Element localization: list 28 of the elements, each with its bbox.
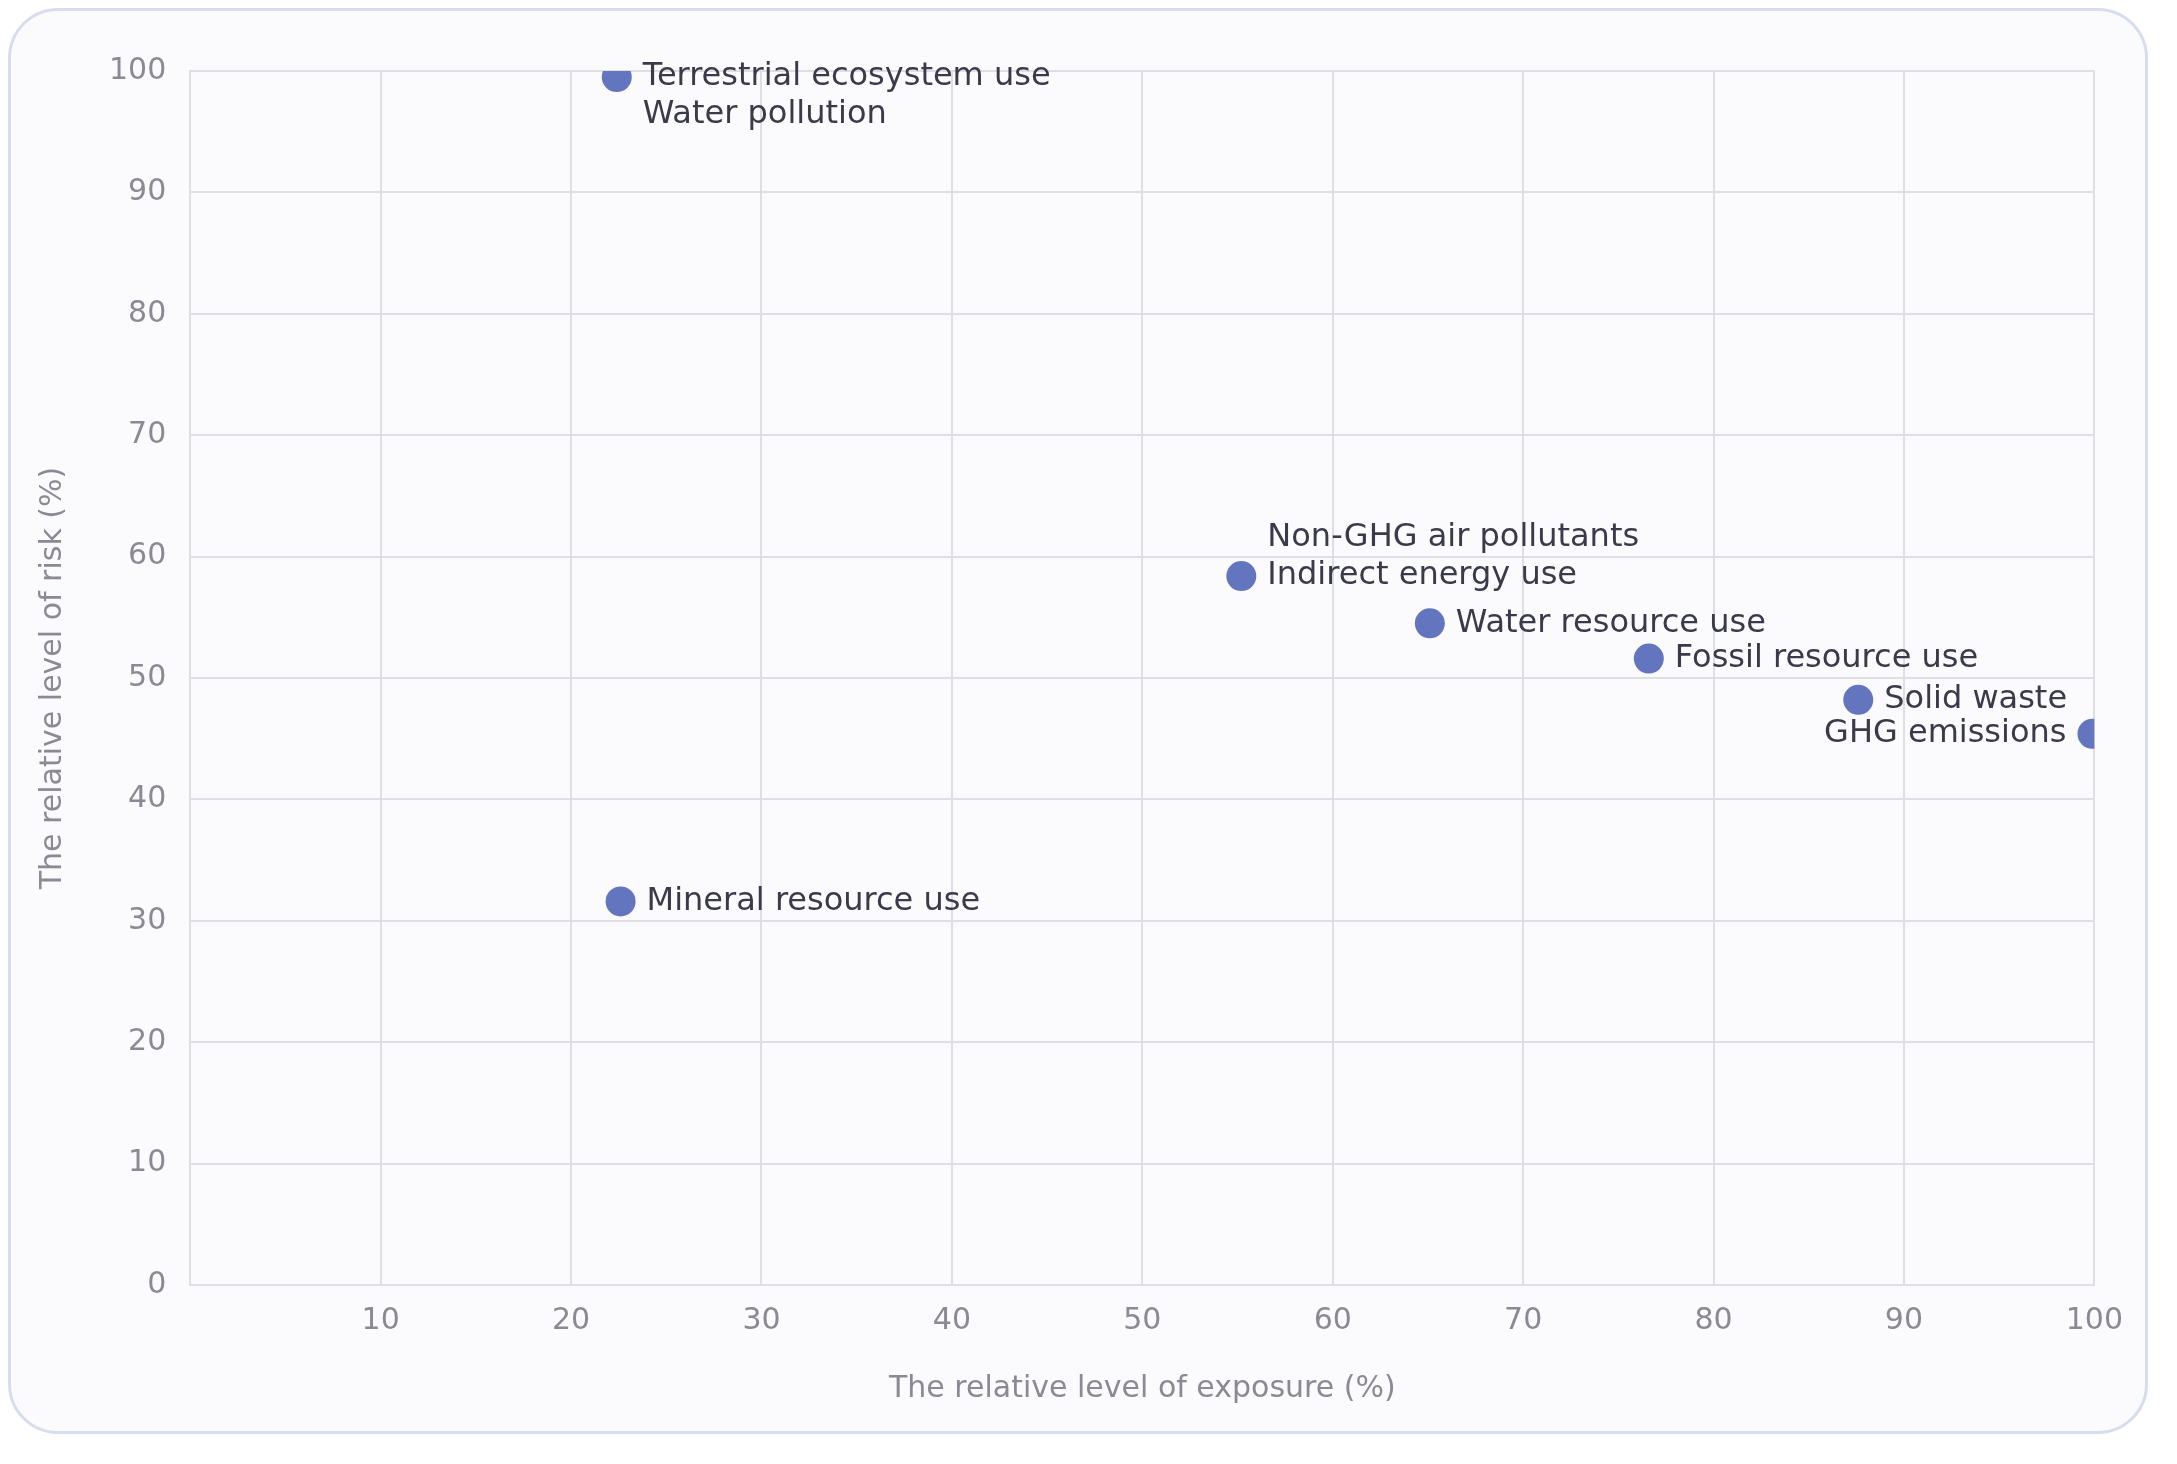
y-axis-title: The relative level of risk (%) (32, 466, 68, 891)
y-tick-label: 40 (128, 779, 167, 815)
y-tick-label: 70 (128, 415, 167, 450)
annotation: Non-GHG air pollutants (1267, 516, 1640, 555)
y-tick-label: 0 (147, 1264, 167, 1300)
x-tick-label: 60 (1313, 1300, 1352, 1336)
y-tick-label: 50 (128, 657, 167, 693)
y-tick-label: 80 (128, 293, 167, 329)
x-tick-label: 20 (551, 1300, 591, 1336)
y-tick-label: 10 (128, 1143, 167, 1179)
y-tick-label: 100 (109, 50, 167, 86)
annotation: Indirect energy use (1267, 554, 1578, 593)
annotation: Mineral resource use (646, 879, 981, 918)
x-axis-title: The relative level of exposure (%) (887, 1368, 1396, 1404)
x-tick-label: 40 (932, 1300, 971, 1336)
x-tick-label: 50 (1123, 1300, 1162, 1336)
x-tick-label: 80 (1694, 1300, 1733, 1336)
annotation: Water pollution (642, 93, 887, 132)
x-tick-label: 90 (1884, 1300, 1924, 1336)
y-tick-label: 30 (128, 900, 167, 936)
x-tick-label: 30 (742, 1300, 781, 1336)
annotation: Terrestrial ecosystem use (641, 55, 1051, 94)
y-tick-label: 90 (128, 172, 167, 208)
y-tick-label: 20 (128, 1022, 167, 1057)
x-tick-label: 100 (2065, 1300, 2123, 1336)
y-tick-label: 60 (128, 536, 167, 572)
x-tick-label: 10 (361, 1300, 400, 1336)
x-tick-label: 70 (1504, 1300, 1543, 1336)
